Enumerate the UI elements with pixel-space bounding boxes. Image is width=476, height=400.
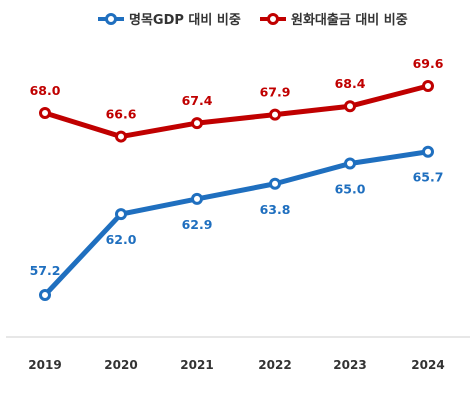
x-axis-ticks: 2019 2020 2021 2022 2023 2024 <box>28 358 444 372</box>
series-0: 57.2 62.0 62.9 63.8 65.0 65.7 <box>30 145 444 301</box>
x-tick-label: 2020 <box>104 358 137 372</box>
data-point <box>269 177 281 190</box>
data-point <box>115 208 127 221</box>
x-tick-label: 2024 <box>411 358 444 372</box>
x-tick-label: 2022 <box>258 358 291 372</box>
data-label: 68.0 <box>30 83 61 98</box>
legend-marker-loan <box>267 13 279 25</box>
series-line <box>44 83 429 140</box>
series-line <box>43 149 429 297</box>
data-label: 63.8 <box>260 202 291 217</box>
x-tick-label: 2021 <box>180 358 213 372</box>
data-point <box>39 289 51 301</box>
data-point <box>269 108 281 121</box>
legend-item-gdp: 명목GDP 대비 비중 <box>98 12 241 28</box>
data-point <box>422 80 434 92</box>
series-1: 68.0 66.6 67.4 67.9 68.4 69.6 <box>30 56 444 143</box>
data-point <box>39 106 51 119</box>
data-label: 69.6 <box>413 56 444 71</box>
data-label: 66.6 <box>106 107 137 122</box>
data-point <box>191 192 203 205</box>
data-label: 65.7 <box>413 170 444 185</box>
data-label: 65.0 <box>335 182 366 197</box>
data-point <box>344 100 356 113</box>
data-label: 57.2 <box>30 263 61 278</box>
x-tick-label: 2019 <box>28 358 61 372</box>
legend: 명목GDP 대비 비중 원화대출금 대비 비중 <box>98 12 408 28</box>
data-label: 62.9 <box>182 217 213 232</box>
plot-area: 57.2 62.0 62.9 63.8 65.0 65.7 68.0 66.6 67.4 67.9… <box>30 56 444 301</box>
data-point <box>344 157 356 170</box>
legend-label-loan: 원화대출금 대비 비중 <box>291 12 408 28</box>
data-label: 62.0 <box>106 232 137 247</box>
data-label: 67.9 <box>260 85 291 100</box>
legend-marker-gdp <box>105 13 117 25</box>
data-point <box>115 130 127 143</box>
data-label: 68.4 <box>335 76 366 91</box>
data-label: 67.4 <box>182 93 213 108</box>
data-point <box>422 145 434 158</box>
legend-label-gdp: 명목GDP 대비 비중 <box>129 12 241 28</box>
data-point <box>191 117 203 130</box>
x-tick-label: 2023 <box>333 358 366 372</box>
legend-item-loan: 원화대출금 대비 비중 <box>260 12 408 28</box>
